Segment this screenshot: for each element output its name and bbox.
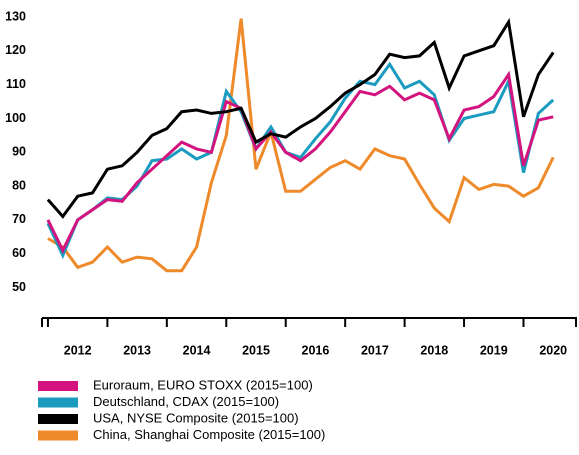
x-tick-label: 2018 xyxy=(420,343,448,357)
x-tick-label: 2013 xyxy=(123,343,151,357)
x-tick-label: 2014 xyxy=(183,343,211,357)
y-tick-label: 90 xyxy=(12,145,26,159)
y-tick-label: 110 xyxy=(6,77,26,91)
series-line xyxy=(46,70,554,254)
x-tick-label: 2015 xyxy=(242,343,270,357)
x-tick-label: 2017 xyxy=(361,343,389,357)
legend-swatch xyxy=(38,397,78,408)
x-tick-label: 2019 xyxy=(480,343,508,357)
legend-label: Euroraum, EURO STOXX (2015=100) xyxy=(93,377,313,392)
y-tick-label: 100 xyxy=(5,111,26,125)
y-tick-label: 50 xyxy=(12,280,26,294)
y-tick-label: 70 xyxy=(12,212,26,226)
x-tick-label: 2016 xyxy=(302,343,330,357)
y-tick-label: 80 xyxy=(12,178,26,192)
x-tick-label: 2012 xyxy=(64,343,92,357)
legend-label: USA, NYSE Composite (2015=100) xyxy=(93,410,299,425)
y-tick-label: 60 xyxy=(12,246,26,260)
legend-label: Deutschland, CDAX (2015=100) xyxy=(93,394,279,409)
legend-swatch xyxy=(38,414,78,424)
legend-label: China, Shanghai Composite (2015=100) xyxy=(93,427,325,442)
legend-swatch xyxy=(38,381,78,391)
series-line xyxy=(47,18,555,273)
y-tick-label: 120 xyxy=(5,43,26,57)
legend-swatch xyxy=(38,430,78,441)
y-tick-label: 130 xyxy=(5,9,26,23)
x-tick-label: 2020 xyxy=(539,343,567,357)
series-line xyxy=(46,17,555,219)
